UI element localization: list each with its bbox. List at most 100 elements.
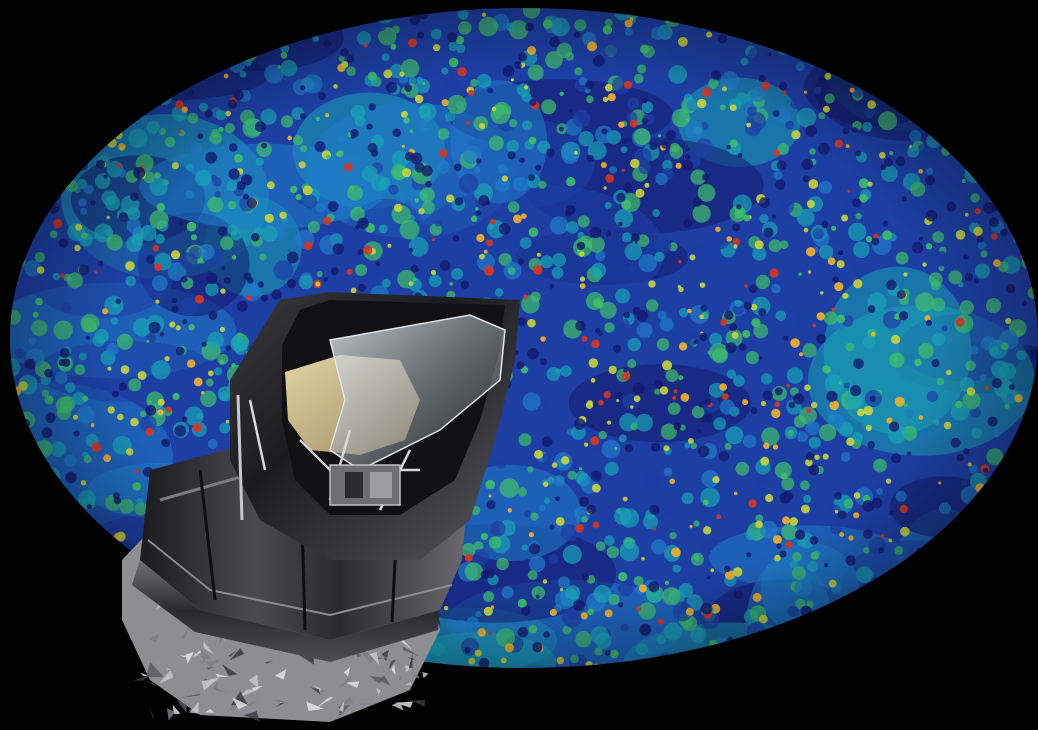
cmb-cold-spot xyxy=(22,124,32,133)
cmb-speckle xyxy=(1011,660,1027,668)
foil-facet xyxy=(203,641,215,655)
cmb-hot-spot xyxy=(897,580,905,587)
cmb-speckle xyxy=(997,32,1012,46)
foil-facet xyxy=(166,668,173,670)
cmb-speckle xyxy=(793,35,813,54)
cmb-hot-spot xyxy=(995,608,1004,617)
cmb-speckle xyxy=(965,646,975,656)
cmb-hot-spot xyxy=(58,154,63,159)
foil-facet xyxy=(234,644,237,658)
cmb-hot-spot xyxy=(232,31,242,41)
cmb-hot-spot xyxy=(69,648,80,659)
cmb-speckle xyxy=(58,124,73,140)
cmb-speckle xyxy=(817,658,834,668)
cmb-speckle xyxy=(125,82,143,99)
cmb-hot-spot xyxy=(897,99,907,109)
cmb-cold-spot xyxy=(789,9,798,18)
cmb-large-patch xyxy=(759,633,995,668)
cmb-speckle xyxy=(94,542,106,554)
cmb-hot-spot xyxy=(94,574,102,581)
foil-facet xyxy=(387,666,392,670)
cmb-cold-spot xyxy=(66,126,74,134)
cmb-speckle xyxy=(713,8,728,16)
foil-facet xyxy=(185,651,194,664)
cmb-speckle xyxy=(1015,593,1032,610)
cmb-speckle xyxy=(921,570,942,590)
cmb-speckle xyxy=(46,155,61,170)
cmb-speckle xyxy=(840,8,850,16)
cmb-hot-spot xyxy=(131,8,141,16)
cmb-speckle xyxy=(32,530,49,547)
cmb-speckle xyxy=(75,75,85,85)
cmb-speckle xyxy=(1030,175,1038,191)
cmb-hot-spot xyxy=(985,637,991,643)
cmb-speckle xyxy=(10,413,19,423)
cmb-speckle xyxy=(67,103,87,123)
cmb-cold-spot xyxy=(964,8,974,16)
cmb-hot-spot xyxy=(932,650,938,656)
foil-facet xyxy=(325,696,336,709)
foil-facet xyxy=(306,701,324,711)
cmb-speckle xyxy=(73,636,84,647)
cmb-hot-spot xyxy=(981,157,990,166)
cmb-hot-spot xyxy=(28,87,32,91)
cmb-speckle xyxy=(993,89,1004,101)
cmb-speckle xyxy=(941,105,962,125)
cmb-speckle xyxy=(43,645,51,654)
cmb-cold-spot xyxy=(979,85,986,93)
cmb-speckle xyxy=(54,533,64,542)
foil-facet xyxy=(228,650,237,657)
cmb-speckle xyxy=(983,579,994,590)
cmb-cold-spot xyxy=(10,408,15,416)
cmb-speckle xyxy=(263,16,280,33)
cmb-cold-spot xyxy=(996,111,1003,118)
cmb-hot-spot xyxy=(797,623,805,631)
cmb-speckle xyxy=(912,60,922,69)
cmb-speckle xyxy=(28,179,45,195)
foil-facet xyxy=(359,649,377,664)
cmb-cold-spot xyxy=(851,9,857,15)
cmb-hot-spot xyxy=(30,603,38,611)
cmb-speckle xyxy=(970,593,981,604)
cmb-hot-spot xyxy=(841,649,848,656)
cmb-speckle xyxy=(1015,628,1022,636)
cmb-hot-spot xyxy=(978,145,983,149)
cmb-cold-spot xyxy=(891,90,898,97)
cmb-cold-spot xyxy=(1025,199,1033,208)
cmb-hot-spot xyxy=(861,631,869,639)
cmb-hot-spot xyxy=(36,645,44,652)
cmb-speckle xyxy=(944,68,951,76)
foil-facet xyxy=(398,675,403,681)
cmb-hot-spot xyxy=(998,126,1008,136)
cmb-speckle xyxy=(28,623,42,637)
cmb-cold-spot xyxy=(928,641,939,652)
foil-facet xyxy=(273,699,289,703)
cmb-hot-spot xyxy=(111,16,121,27)
cmb-speckle xyxy=(958,547,974,562)
cmb-speckle xyxy=(916,565,925,575)
cmb-cold-spot xyxy=(745,8,755,15)
foil-facet xyxy=(172,704,181,714)
cmb-speckle xyxy=(24,32,40,48)
cmb-cold-spot xyxy=(27,622,33,629)
foil-facet xyxy=(154,657,162,667)
cmb-hot-spot xyxy=(113,609,123,620)
cmb-cold-spot xyxy=(931,560,938,566)
cmb-hot-spot xyxy=(72,82,79,90)
secondary-mirror-baffle xyxy=(329,314,506,471)
cmb-hot-spot xyxy=(1016,145,1025,154)
cmb-speckle xyxy=(12,576,33,597)
cmb-hot-spot xyxy=(10,639,18,648)
cmb-hot-spot xyxy=(76,93,80,97)
cmb-cold-spot xyxy=(51,22,60,31)
cmb-hot-spot xyxy=(10,52,15,61)
cmb-hot-spot xyxy=(210,10,220,21)
foil-facet xyxy=(189,702,199,714)
cmb-speckle xyxy=(973,41,989,58)
cmb-hot-spot xyxy=(1010,456,1021,467)
cmb-hot-spot xyxy=(836,649,845,658)
cmb-cold-spot xyxy=(985,185,995,195)
foil-facet xyxy=(137,592,139,597)
cmb-hot-spot xyxy=(96,73,106,83)
